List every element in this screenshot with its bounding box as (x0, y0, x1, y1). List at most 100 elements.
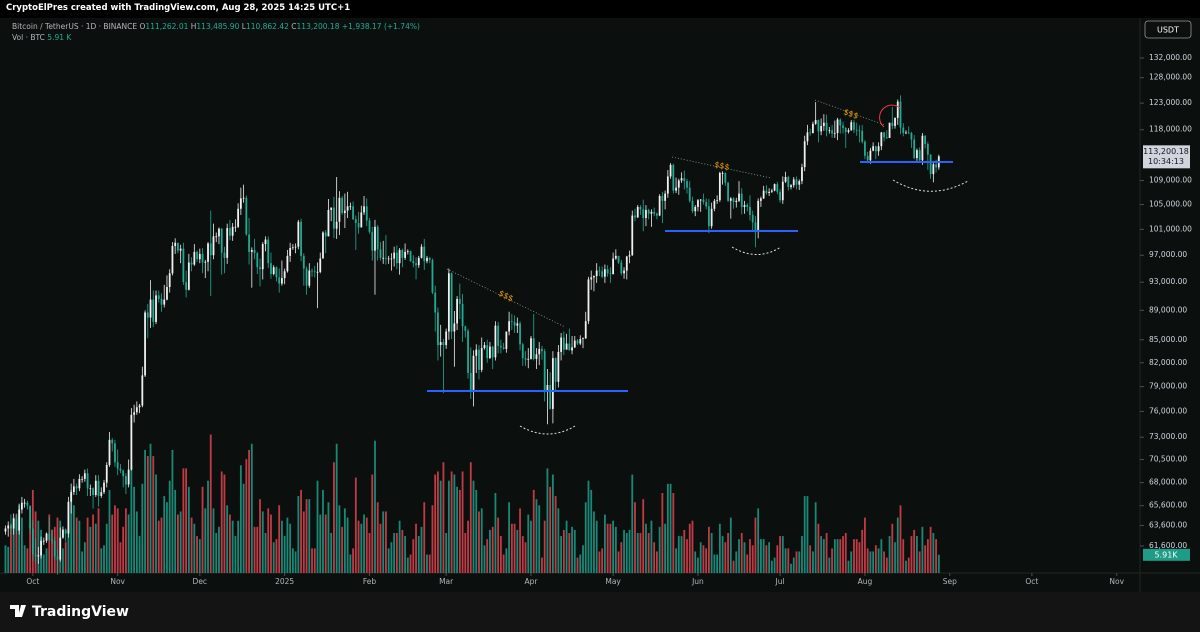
y-tick-label: 97,000.00 (1149, 250, 1187, 259)
candle-body (223, 252, 226, 258)
volume-bar (207, 480, 209, 573)
candle-body (138, 405, 141, 408)
y-tick-label: 89,000.00 (1149, 305, 1187, 314)
candle-body (740, 193, 743, 207)
volume-bar (776, 545, 779, 573)
volume-bar (905, 560, 907, 573)
candle-body (565, 343, 568, 350)
candle-body (842, 125, 844, 129)
candle-body (324, 232, 327, 237)
volume-bar (935, 539, 937, 573)
y-tick-label: 128,000.00 (1149, 73, 1192, 82)
volume-bar (245, 459, 248, 573)
volume-bar (877, 548, 880, 573)
x-tick-label: 2025 (275, 577, 294, 586)
candle-body (669, 164, 672, 177)
volume-bar (75, 517, 78, 573)
candle-body (645, 209, 647, 219)
candle-body (305, 268, 308, 286)
y-tick-label: 85,000.00 (1149, 335, 1187, 344)
volume-bar (480, 508, 483, 573)
volume-bar (612, 520, 615, 573)
candles (4, 95, 940, 575)
legend: Bitcoin / TetherUS · 1D · BINANCE O111,2… (12, 22, 420, 31)
volume-bar (609, 523, 612, 573)
candle-body (272, 267, 275, 274)
volume-bar (620, 542, 623, 573)
candle-body (620, 262, 623, 274)
candle-body (431, 259, 434, 293)
volume-bar (412, 539, 415, 573)
volume-bar (907, 557, 910, 573)
volume-bar (521, 536, 524, 573)
volume-bar (387, 548, 390, 573)
volume-bar (803, 496, 806, 573)
volume-bar (469, 462, 472, 573)
candle-body (40, 540, 42, 556)
candle-body (239, 198, 242, 209)
candle-body (119, 468, 122, 471)
volume-bar (502, 554, 505, 573)
volume-bar (352, 548, 354, 573)
currency-box[interactable] (1144, 20, 1192, 39)
volume-bar (625, 533, 628, 573)
candle-body (371, 231, 374, 251)
volume-bar (669, 483, 672, 573)
candle-body (631, 215, 634, 256)
candle-body (458, 298, 461, 304)
candle-body (587, 279, 590, 322)
candle-body (519, 323, 521, 345)
candle-body (844, 128, 847, 132)
volume-bar (532, 489, 535, 573)
candle-body (445, 331, 448, 346)
ohlc-value: 110,862.42 (245, 22, 289, 31)
candle-body (135, 407, 138, 413)
candle-body (267, 239, 270, 264)
volume-bar (360, 523, 363, 573)
volume-bar (718, 523, 721, 573)
volume-bar (401, 529, 404, 573)
volume-bar (231, 520, 234, 573)
candle-body (461, 303, 464, 327)
volume-bar (675, 548, 677, 573)
volume-bar (603, 514, 606, 573)
volume-bar (727, 533, 729, 573)
candle-body (661, 195, 664, 201)
candle-body (765, 190, 768, 193)
volume-bar (264, 533, 267, 573)
candle-body (174, 242, 177, 247)
candle-body (702, 199, 705, 203)
candle-body (885, 137, 888, 139)
volume-bar (94, 523, 97, 573)
candle-body (250, 249, 253, 252)
volume-bar (740, 533, 743, 573)
candle-body (64, 529, 67, 534)
x-tick-label: Oct (1025, 577, 1038, 586)
candle-body (853, 122, 855, 130)
volume-bar (885, 557, 888, 573)
volume-bar (308, 499, 311, 573)
volume-bar (346, 517, 349, 573)
candle-body (491, 346, 494, 358)
candle-body (23, 502, 26, 504)
candle-body (237, 208, 240, 227)
volume-bar (239, 465, 242, 573)
candle-body (483, 345, 486, 349)
volume-bar (749, 539, 751, 573)
volume-pane (4, 434, 940, 573)
candle-body (166, 287, 168, 300)
volume-bar (478, 511, 480, 573)
volume-bar (708, 526, 710, 573)
volume-bar (182, 468, 185, 573)
volume-bar (825, 533, 828, 573)
candle-body (62, 529, 64, 538)
volume-bar (489, 529, 491, 573)
volume-bar (732, 560, 735, 573)
volume-bar (579, 554, 582, 573)
candle-body (335, 221, 338, 229)
candle-body (149, 299, 152, 318)
candle-body (283, 271, 286, 279)
volume-bar (343, 508, 346, 573)
candle-body (182, 248, 185, 283)
candle-body (606, 269, 609, 274)
